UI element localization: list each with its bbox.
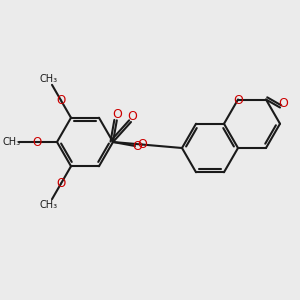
Text: O: O — [137, 138, 147, 151]
Text: O: O — [56, 94, 66, 107]
Text: CH₃: CH₃ — [39, 74, 58, 84]
Text: O: O — [278, 97, 288, 110]
Text: O: O — [233, 94, 243, 107]
Text: CH₃: CH₃ — [3, 137, 21, 147]
Text: O: O — [56, 177, 66, 190]
Text: O: O — [132, 140, 142, 154]
Text: CH₃: CH₃ — [39, 200, 58, 210]
Text: O: O — [32, 136, 42, 148]
Text: O: O — [127, 110, 137, 124]
Text: O: O — [112, 108, 122, 121]
